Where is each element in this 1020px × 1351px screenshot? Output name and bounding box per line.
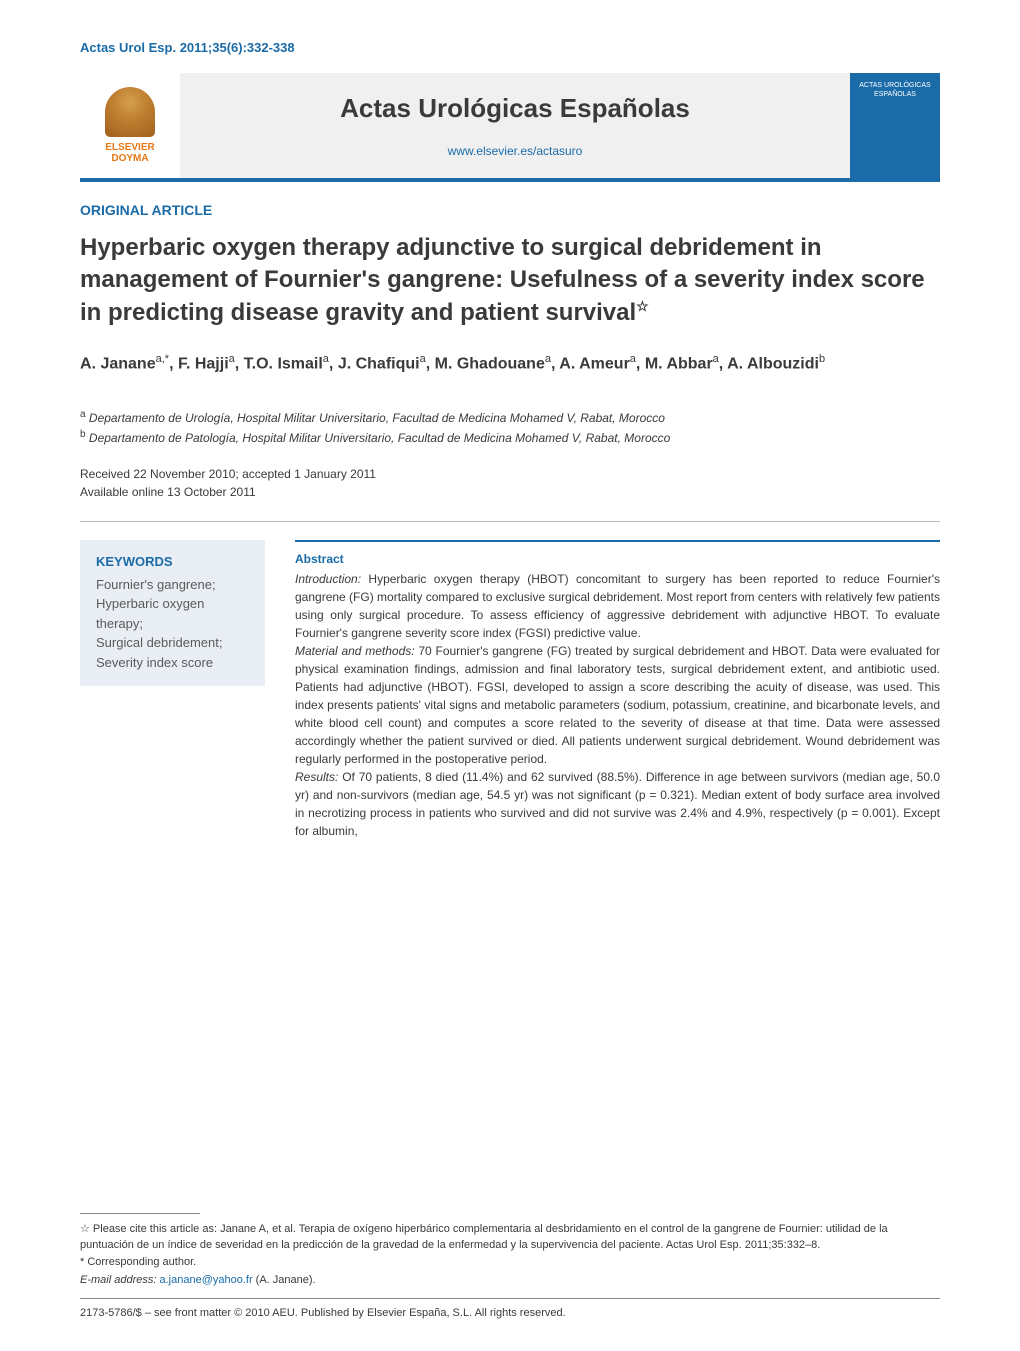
- email-author: (A. Janane).: [253, 1274, 316, 1286]
- article-title: Hyperbaric oxygen therapy adjunctive to …: [80, 232, 940, 329]
- journal-title: Actas Urológicas Españolas: [340, 93, 690, 124]
- copyright-text: 2173-5786/$ – see front matter © 2010 AE…: [80, 1307, 940, 1319]
- header-citation: Actas Urol Esp. 2011;35(6):332-338: [80, 40, 940, 55]
- abstract-intro-label: Introduction:: [295, 572, 361, 586]
- affiliations: a Departamento de Urología, Hospital Mil…: [80, 407, 940, 447]
- email-footnote: E-mail address: a.janane@yahoo.fr (A. Ja…: [80, 1273, 940, 1288]
- title-text: Hyperbaric oxygen therapy adjunctive to …: [80, 234, 925, 326]
- abstract-methods-text: 70 Fournier's gangrene (FG) treated by s…: [295, 644, 940, 766]
- title-footnote-marker: ☆: [636, 298, 649, 314]
- keyword-item: Fournier's gangrene;: [96, 575, 249, 595]
- publisher-name: ELSEVIER DOYMA: [90, 142, 170, 164]
- abstract-heading: Abstract: [295, 552, 940, 566]
- journal-cover-thumbnail: ACTAS UROLÓGICAS ESPAÑOLAS: [850, 73, 940, 178]
- journal-header-center: Actas Urológicas Españolas www.elsevier.…: [180, 73, 850, 178]
- copyright-rule: [80, 1298, 940, 1299]
- footer-area: ☆ Please cite this article as: Janane A,…: [80, 1213, 940, 1319]
- content-row: KEYWORDS Fournier's gangrene;Hyperbaric …: [80, 521, 940, 840]
- publisher-logo: ELSEVIER DOYMA: [80, 73, 180, 178]
- cover-title: ACTAS UROLÓGICAS ESPAÑOLAS: [858, 81, 932, 99]
- email-label: E-mail address:: [80, 1274, 156, 1286]
- abstract-intro-text: Hyperbaric oxygen therapy (HBOT) concomi…: [295, 572, 940, 640]
- footnote-rule: [80, 1213, 200, 1214]
- received-accepted-date: Received 22 November 2010; accepted 1 Ja…: [80, 465, 940, 483]
- keywords-box: KEYWORDS Fournier's gangrene;Hyperbaric …: [80, 540, 265, 687]
- article-dates: Received 22 November 2010; accepted 1 Ja…: [80, 465, 940, 501]
- abstract-methods-label: Material and methods:: [295, 644, 415, 658]
- affiliation-b: b Departamento de Patología, Hospital Mi…: [80, 427, 940, 447]
- keyword-item: Surgical debridement;: [96, 633, 249, 653]
- keywords-list: Fournier's gangrene;Hyperbaric oxygen th…: [96, 575, 249, 673]
- abstract-text: Introduction: Hyperbaric oxygen therapy …: [295, 570, 940, 840]
- citation-footnote: ☆ Please cite this article as: Janane A,…: [80, 1222, 940, 1253]
- affiliation-a: a Departamento de Urología, Hospital Mil…: [80, 407, 940, 427]
- article-type: ORIGINAL ARTICLE: [80, 202, 940, 218]
- journal-banner: ELSEVIER DOYMA Actas Urológicas Española…: [80, 73, 940, 182]
- elsevier-tree-icon: [105, 87, 155, 137]
- keyword-item: Hyperbaric oxygen therapy;: [96, 594, 249, 633]
- abstract-results-text: Of 70 patients, 8 died (11.4%) and 62 su…: [295, 770, 940, 838]
- keyword-item: Severity index score: [96, 653, 249, 673]
- corresponding-footnote: * Corresponding author.: [80, 1255, 940, 1270]
- available-online-date: Available online 13 October 2011: [80, 483, 940, 501]
- abstract-results-label: Results:: [295, 770, 338, 784]
- authors-list: A. Jananea,*, F. Hajjia, T.O. Ismaila, J…: [80, 351, 940, 376]
- email-link[interactable]: a.janane@yahoo.fr: [159, 1274, 252, 1286]
- keywords-heading: KEYWORDS: [96, 554, 249, 569]
- journal-url[interactable]: www.elsevier.es/actasuro: [448, 144, 583, 158]
- abstract-column: Abstract Introduction: Hyperbaric oxygen…: [295, 540, 940, 840]
